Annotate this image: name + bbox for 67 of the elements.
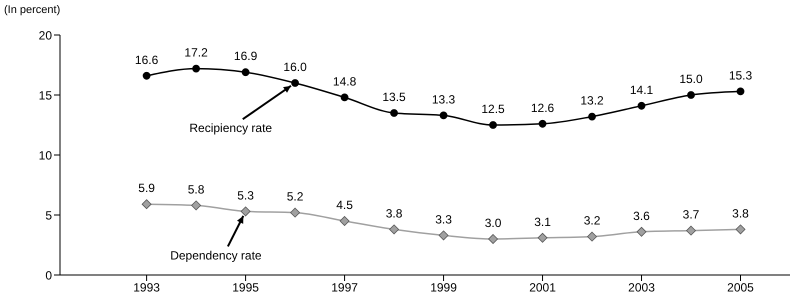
- x-tick-label: 2001: [529, 280, 556, 295]
- y-tick-label: 5: [45, 208, 52, 222]
- data-label: 3.3: [435, 212, 452, 226]
- point: [290, 208, 300, 218]
- y-tick-label: 15: [38, 88, 52, 102]
- data-label: 16.0: [283, 60, 308, 74]
- point: [242, 68, 250, 76]
- point: [736, 224, 746, 234]
- point: [142, 199, 152, 210]
- point: [736, 88, 744, 96]
- point: [686, 226, 696, 236]
- x-tick-label: 1999: [430, 280, 458, 295]
- data-label: 5.9: [138, 181, 156, 196]
- data-label: 5.3: [237, 188, 254, 202]
- point: [340, 94, 348, 102]
- data-label: 4.5: [336, 198, 354, 212]
- data-label: 5.8: [188, 182, 205, 196]
- data-label: 12.5: [481, 102, 506, 116]
- point: [588, 112, 596, 120]
- point: [440, 112, 448, 120]
- data-label: 16.6: [134, 52, 159, 67]
- point: [587, 232, 597, 242]
- point: [636, 226, 646, 237]
- data-label: 3.8: [386, 206, 403, 220]
- y-tick-label: 10: [38, 148, 52, 162]
- data-label: 15.3: [728, 68, 753, 82]
- data-label: 5.2: [286, 190, 304, 204]
- x-tick-label: 1995: [232, 280, 260, 295]
- point: [340, 216, 350, 226]
- data-label: 3.0: [484, 216, 502, 230]
- data-label: 13.2: [580, 94, 604, 108]
- point: [291, 79, 299, 87]
- point: [538, 120, 546, 128]
- data-label: 3.2: [584, 214, 601, 228]
- data-label: 3.7: [682, 208, 700, 222]
- data-label: 3.8: [732, 206, 750, 220]
- data-label: 13.3: [432, 92, 456, 106]
- data-label: 15.0: [679, 72, 704, 86]
- data-label: 17.2: [184, 46, 208, 60]
- point: [489, 121, 497, 129]
- point: [240, 206, 250, 216]
- data-label: 3.1: [534, 214, 552, 229]
- data-label: 14.1: [630, 82, 654, 97]
- y-axis-title: (In percent): [4, 4, 60, 16]
- data-label: 3.6: [633, 208, 650, 223]
- data-label: 12.6: [530, 100, 555, 115]
- point: [390, 109, 398, 117]
- y-tick-label: 20: [38, 28, 52, 42]
- point: [191, 200, 201, 210]
- data-label: 13.5: [382, 90, 406, 104]
- point: [192, 64, 200, 72]
- data-label: 16.9: [234, 49, 258, 64]
- text: Recipiency rate: [189, 121, 272, 136]
- x-tick-label: 1993: [133, 280, 160, 295]
- point: [389, 224, 399, 234]
- data-label: 14.8: [332, 74, 357, 88]
- y-tick-label: 0: [45, 268, 52, 282]
- point: [488, 234, 498, 244]
- text: Dependency rate: [170, 248, 262, 262]
- point: [638, 102, 646, 110]
- x-tick-label: 2005: [727, 280, 754, 295]
- point: [438, 230, 448, 240]
- x-tick-label: 1997: [331, 280, 358, 295]
- point: [142, 72, 151, 80]
- point: [687, 91, 695, 99]
- x-tick-label: 2003: [628, 280, 656, 295]
- point: [538, 232, 548, 243]
